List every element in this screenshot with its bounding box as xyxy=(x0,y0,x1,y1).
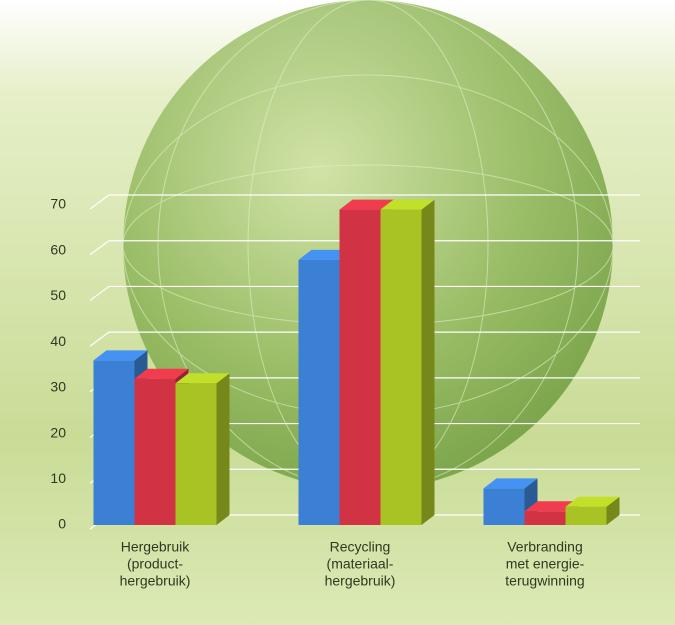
bar xyxy=(339,209,381,526)
bar xyxy=(565,506,607,525)
bar-side xyxy=(216,373,230,525)
bar-top xyxy=(175,373,230,384)
y-tick-label: 50 xyxy=(50,287,66,303)
bar xyxy=(93,360,135,525)
bar-top xyxy=(483,478,538,489)
x-tick-label: Recycling xyxy=(330,539,391,555)
x-tick-label: hergebruik) xyxy=(325,573,396,589)
bar xyxy=(298,259,340,525)
x-tick-label: terugwinning xyxy=(505,573,584,589)
grid-line xyxy=(89,285,110,301)
bar xyxy=(380,209,422,526)
y-tick-label: 40 xyxy=(50,333,66,349)
bar-top xyxy=(298,249,353,260)
bar-top xyxy=(380,199,435,210)
bar-top xyxy=(93,350,148,361)
grid-line xyxy=(89,240,110,256)
grid-line xyxy=(89,331,110,347)
bar xyxy=(483,488,525,525)
x-tick-label: Verbranding xyxy=(507,539,583,555)
bar xyxy=(134,378,176,525)
x-tick-label: (materiaal- xyxy=(327,556,394,572)
x-tick-label: (product- xyxy=(127,556,183,572)
y-tick-label: 20 xyxy=(50,424,66,440)
y-tick-label: 10 xyxy=(50,470,66,486)
y-tick-label: 0 xyxy=(58,516,66,532)
x-tick-label: Hergebruik xyxy=(121,539,190,555)
bar-top xyxy=(524,501,579,512)
bar-top xyxy=(565,496,620,507)
bar-side xyxy=(606,496,620,525)
bar xyxy=(175,383,217,525)
x-tick-label: hergebruik) xyxy=(120,573,191,589)
grid-line xyxy=(89,194,110,210)
x-tick-label: met energie- xyxy=(506,556,585,572)
bar xyxy=(524,511,566,525)
y-tick-label: 30 xyxy=(50,379,66,395)
bar-side xyxy=(421,199,435,526)
y-tick-label: 60 xyxy=(50,241,66,257)
bar-top xyxy=(339,199,394,210)
bar-top xyxy=(134,368,189,379)
y-tick-label: 70 xyxy=(50,196,66,212)
